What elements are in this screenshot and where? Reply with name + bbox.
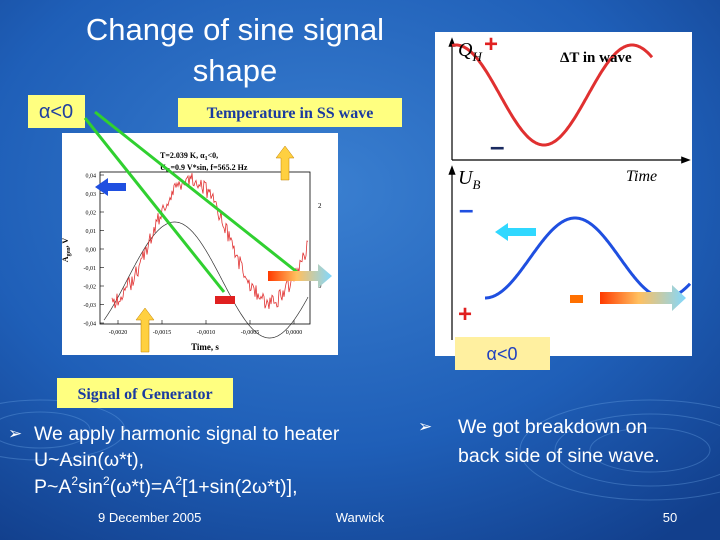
pointer-line: [83, 117, 226, 293]
bullet-text: We got breakdown on: [458, 416, 647, 438]
x-axis-label: Time, s: [191, 342, 219, 352]
arrow: [268, 264, 332, 288]
y-tick-label: -0,04: [84, 322, 97, 328]
y-tick-label: 0,03: [86, 192, 97, 198]
label-box: [455, 337, 550, 370]
arrow: [275, 145, 295, 181]
bullet-text: P~A2sin2(ω*t)=A2[1+sin(2ω*t)],: [34, 474, 298, 498]
arrow: [95, 178, 126, 196]
delta-label: ΔT in wave: [560, 50, 632, 66]
time-label: Time: [626, 168, 657, 185]
arrow: [570, 295, 583, 303]
reference-curve: [103, 221, 309, 339]
footer-page: 50: [663, 510, 677, 525]
pointer-line: [94, 110, 303, 278]
arrow: [215, 296, 235, 304]
label-box: [28, 95, 85, 128]
right-tick-label: 2: [318, 202, 322, 210]
generator-label: Signal of Generator: [77, 386, 212, 403]
arrow: [600, 285, 686, 311]
bullet-text: U~Asin(ω*t),: [34, 449, 144, 471]
label-box: [57, 378, 233, 408]
sign: –: [490, 131, 504, 161]
bullet-text: We apply harmonic signal to heater: [34, 423, 340, 445]
ripples: [0, 399, 720, 501]
y-axis-label: Agen, V: [61, 238, 72, 263]
plot-panel: [62, 133, 338, 355]
arrow: [135, 307, 155, 353]
diagram-panel: [435, 32, 692, 356]
x-tick-label: -0,0005: [241, 330, 260, 336]
x-tick-label: 0,0000: [286, 330, 303, 336]
x-tick-label: -0,0010: [197, 330, 216, 336]
y-tick-label: -0,02: [84, 285, 97, 291]
y-tick-label: 0,02: [86, 211, 97, 217]
u-label: UB: [458, 167, 480, 192]
y-tick-label: 0,01: [86, 229, 97, 235]
arrow: [495, 223, 536, 241]
bullet-marker: ➢: [418, 417, 432, 436]
heat-curve: [451, 43, 654, 147]
sign: +: [484, 31, 498, 58]
bullet-text: back side of sine wave.: [458, 445, 660, 467]
title-line: shape: [193, 53, 277, 88]
y-tick-label: -0,01: [84, 266, 97, 272]
alpha-label: α<0: [487, 344, 518, 364]
footer-date: 9 December 2005: [98, 510, 201, 525]
y-tick-label: -0,03: [84, 303, 97, 309]
sign: –: [459, 194, 473, 224]
bullet-marker: ➢: [8, 424, 22, 443]
plot-frame: [99, 171, 311, 325]
footer-place: Warwick: [336, 510, 385, 525]
y-tick-label: 0,00: [86, 248, 97, 254]
temperature-label: Temperature in SS wave: [207, 105, 374, 122]
q-label: QH: [458, 39, 482, 64]
label-box: [178, 98, 402, 127]
y-tick-label: 0,04: [86, 174, 97, 180]
plot-annotation: T=2.039 K, α1<0,: [160, 151, 218, 162]
x-tick-label: -0,0020: [109, 330, 128, 336]
x-tick-label: -0,0015: [153, 330, 172, 336]
alpha-label: α<0: [39, 101, 73, 123]
title-line: Change of sine signal: [86, 12, 384, 47]
sign: +: [458, 301, 472, 328]
measured-curve: [111, 173, 309, 309]
